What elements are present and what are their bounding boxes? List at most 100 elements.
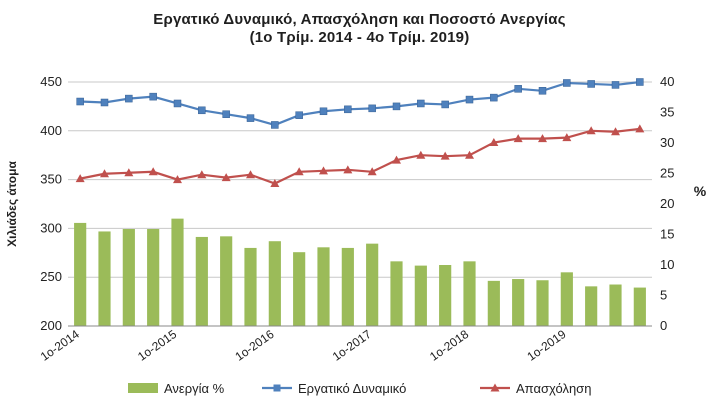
point-labor-force (100, 98, 109, 107)
point-labor-force (611, 81, 620, 89)
bar-unemployment (220, 236, 233, 326)
y-right-tick-label: 0 (660, 318, 667, 333)
point-employment (75, 174, 85, 183)
bar-unemployment (366, 243, 379, 326)
bar-unemployment (390, 261, 403, 326)
bar-unemployment (74, 222, 87, 326)
y-right-tick-label: 20 (660, 196, 674, 211)
line-labor-force (80, 80, 640, 127)
point-labor-force (222, 110, 230, 118)
x-tick-label: 1ο-2017 (330, 327, 374, 364)
point-labor-force (441, 100, 449, 109)
point-employment (197, 170, 207, 179)
bar-unemployment (585, 286, 598, 326)
y-left-axis-title: Χιλιάδες άτομα (5, 161, 19, 247)
bar-unemployment (487, 280, 500, 326)
legend-label: Απασχόληση (516, 381, 591, 396)
y-left-tick-label: 450 (40, 74, 62, 89)
x-tick-label: 1ο-2018 (427, 327, 471, 364)
legend-marker-employment (490, 383, 500, 392)
line-employment (79, 127, 640, 185)
bar-unemployment (633, 287, 646, 326)
y-right-tick-label: 30 (660, 135, 674, 150)
y-right-tick-label: 35 (660, 105, 674, 120)
bar-unemployment (536, 280, 549, 326)
point-employment (294, 167, 304, 176)
point-labor-force (563, 79, 571, 87)
y-left-tick-label: 300 (40, 220, 62, 235)
point-labor-force (149, 92, 157, 101)
point-labor-force (173, 99, 182, 108)
y-right-axis-title: % (694, 183, 707, 199)
bar-unemployment (293, 252, 306, 326)
point-labor-force (198, 106, 206, 115)
point-labor-force (587, 80, 595, 88)
point-labor-force (319, 107, 328, 116)
point-labor-force (392, 102, 401, 111)
bar-unemployment (317, 247, 330, 326)
point-employment (367, 167, 377, 176)
y-right-tick-label: 25 (660, 166, 674, 181)
point-employment (124, 168, 134, 177)
legend-marker-labor-force (273, 384, 281, 392)
bar-unemployment (414, 265, 427, 326)
point-employment (611, 127, 620, 136)
bar-unemployment (341, 247, 354, 326)
bar-unemployment (195, 236, 208, 326)
bar-unemployment (560, 272, 573, 326)
bar-unemployment (463, 261, 476, 326)
y-right-tick-label: 10 (660, 257, 674, 272)
point-employment (562, 133, 572, 142)
x-tick-label: 1ο-2019 (524, 327, 568, 364)
chart-subtitle: (1ο Τρίμ. 2014 - 4ο Τρίμ. 2019) (249, 29, 470, 46)
point-labor-force (465, 95, 474, 104)
point-labor-force (271, 121, 279, 129)
point-labor-force (125, 94, 133, 103)
point-labor-force (636, 78, 644, 86)
point-labor-force (368, 104, 376, 113)
point-labor-force (417, 99, 425, 108)
point-employment (489, 138, 499, 147)
point-employment (440, 151, 450, 160)
y-right-tick-label: 15 (660, 227, 674, 242)
point-labor-force (76, 97, 84, 106)
point-labor-force (490, 93, 498, 102)
point-employment (100, 169, 109, 178)
point-employment (173, 175, 182, 184)
y-right-tick-label: 40 (660, 74, 674, 89)
y-right-tick-label: 5 (660, 288, 667, 303)
point-employment (392, 155, 401, 164)
point-employment (586, 126, 596, 135)
y-left-tick-label: 200 (40, 318, 62, 333)
legend-swatch-unemployment (128, 383, 158, 393)
point-labor-force (246, 114, 255, 122)
bar-unemployment (512, 279, 525, 326)
point-employment (635, 124, 645, 133)
point-employment (343, 165, 353, 174)
bar-unemployment (439, 265, 452, 326)
legend-label: Ανεργία % (164, 381, 225, 396)
legend-label: Εργατικό Δυναμικό (298, 381, 406, 396)
point-labor-force (295, 111, 303, 119)
y-left-tick-label: 400 (40, 123, 62, 138)
bar-unemployment (147, 229, 160, 326)
y-left-tick-label: 250 (40, 269, 62, 284)
point-labor-force (344, 105, 352, 114)
point-labor-force (538, 87, 547, 95)
point-employment (513, 134, 523, 143)
bar-unemployment (171, 218, 184, 326)
point-employment (270, 179, 280, 188)
y-left-tick-label: 350 (40, 172, 62, 187)
point-employment (465, 150, 474, 159)
point-employment (416, 150, 426, 159)
bar-unemployment (98, 231, 111, 326)
point-labor-force (514, 85, 522, 93)
bar-unemployment (122, 229, 135, 326)
x-tick-label: 1ο-2015 (135, 327, 179, 364)
point-employment (148, 167, 158, 176)
bar-unemployment (244, 247, 257, 326)
point-employment (246, 170, 255, 179)
point-employment (538, 134, 547, 143)
